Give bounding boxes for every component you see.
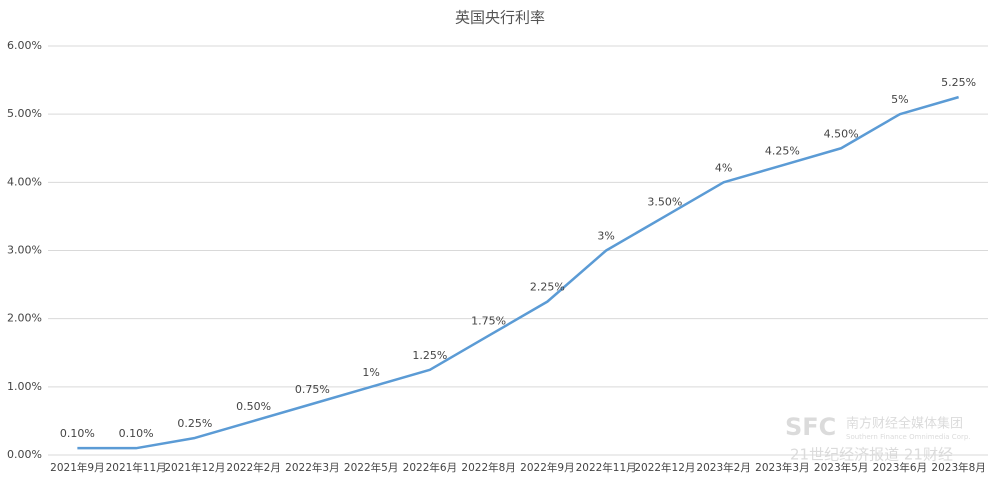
x-tick-label: 2022年6月 — [403, 461, 457, 474]
data-label: 0.75% — [295, 383, 330, 396]
watermark-text: Southern Finance Omnimedia Corp. — [846, 433, 971, 441]
x-tick-label: 2023年8月 — [931, 461, 985, 474]
data-label: 1% — [362, 366, 379, 379]
y-tick-label: 6.00% — [7, 39, 42, 52]
x-tick-label: 2022年2月 — [226, 461, 280, 474]
x-tick-label: 2023年2月 — [696, 461, 750, 474]
x-tick-label: 2022年12月 — [634, 461, 695, 474]
y-tick-label: 3.00% — [7, 244, 42, 257]
x-tick-label: 2022年11月 — [576, 461, 637, 474]
data-label: 3% — [597, 230, 614, 243]
x-tick-label: 2021年11月 — [106, 461, 167, 474]
watermark: SFC 南方财经全媒体集团 Southern Finance Omnimedia… — [785, 413, 971, 464]
x-tick-label: 2023年5月 — [814, 461, 868, 474]
x-tick-label: 2021年9月 — [50, 461, 104, 474]
x-tick-label: 2021年12月 — [164, 461, 225, 474]
chart-title: 英国央行利率 — [455, 9, 545, 27]
line — [77, 95, 959, 450]
data-label: 3.50% — [647, 195, 682, 208]
x-tick-label: 2022年8月 — [461, 461, 515, 474]
data-label: 0.10% — [119, 427, 154, 440]
x-tick-label: 2023年6月 — [873, 461, 927, 474]
data-label: 4.25% — [765, 144, 800, 157]
y-tick-label: 4.00% — [7, 175, 42, 188]
y-tick-label: 2.00% — [7, 312, 42, 325]
x-tick-label: 2022年5月 — [344, 461, 398, 474]
y-tick-label: 0.00% — [7, 448, 42, 461]
x-tick-label: 2023年3月 — [755, 461, 809, 474]
watermark-logo: SFC — [785, 413, 836, 441]
x-tick-label: 2022年3月 — [285, 461, 339, 474]
data-label: 2.25% — [530, 281, 565, 294]
y-tick-label: 1.00% — [7, 380, 42, 393]
data-label: 4% — [715, 161, 732, 174]
data-label: 5% — [891, 93, 908, 106]
data-label: 1.25% — [412, 349, 447, 362]
data-label: 0.50% — [236, 400, 271, 413]
data-label: 4.50% — [824, 127, 859, 140]
data-label: 0.25% — [177, 417, 212, 430]
data-label: 5.25% — [941, 76, 976, 89]
data-label: 1.75% — [471, 315, 506, 328]
x-tick-label: 2022年9月 — [520, 461, 574, 474]
y-tick-label: 5.00% — [7, 107, 42, 120]
data-label: 0.10% — [60, 427, 95, 440]
watermark-text: 南方财经全媒体集团 — [846, 416, 963, 432]
